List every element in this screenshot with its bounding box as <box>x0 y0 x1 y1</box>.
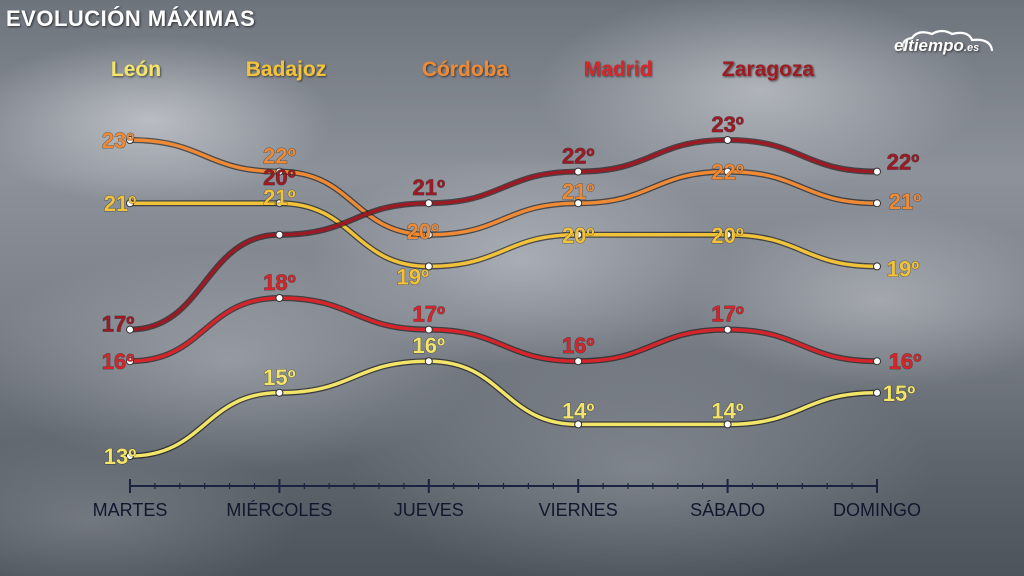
data-label-cordoba: 23º <box>102 128 135 153</box>
x-tick-label: SÁBADO <box>690 500 765 520</box>
data-label-cordoba: 21º <box>562 179 595 204</box>
series-line-cordoba <box>128 138 879 237</box>
data-label-zaragoza: 20º <box>263 165 296 190</box>
data-label-madrid: 16º <box>102 349 135 374</box>
data-point-cordoba <box>424 230 433 239</box>
series-line-badajoz <box>128 201 879 269</box>
series-line-shadow-badajoz <box>127 200 880 270</box>
legend-entry-zaragoza: Zaragoza <box>722 58 815 81</box>
data-label-cordoba: 22º <box>263 144 296 169</box>
chart-title: EVOLUCIÓN MÁXIMAS <box>6 6 256 31</box>
data-point-zaragoza <box>275 230 284 239</box>
data-point-zaragoza <box>574 167 583 176</box>
legend-entry-cordoba: Córdoba <box>422 58 509 81</box>
x-tick-label: MARTES <box>93 500 168 520</box>
data-label-leon: 16º <box>413 333 446 358</box>
series-line-shadow-madrid <box>127 294 880 365</box>
brand-logo: eltiempo.es <box>890 28 1006 62</box>
x-tick-label: DOMINGO <box>833 500 921 520</box>
data-labels: 13º 15º 16º 14º 14º 15º 21º 21º 19º 20º 20º 19º 23º 2… <box>101 112 922 470</box>
data-label-leon: 13º <box>104 444 137 469</box>
data-point-cordoba <box>275 167 284 176</box>
data-label-badajoz: 19º <box>887 256 920 281</box>
data-label-cordoba: 20º <box>407 219 440 244</box>
data-label-cordoba: 22º <box>711 160 744 185</box>
legend-entry-leon: León <box>111 58 161 81</box>
data-label-zaragoza: 22º <box>562 144 595 169</box>
x-tick-label: MIÉRCOLES <box>226 500 332 520</box>
data-label-badajoz: 21º <box>104 191 137 216</box>
logo-name: eltiempo <box>894 36 964 55</box>
data-label-madrid: 17º <box>413 302 446 327</box>
data-label-badajoz: 21º <box>263 185 296 210</box>
x-axis: MARTES MIÉRCOLES JUEVES VIERNES SÁBADO DOMING… <box>93 479 921 520</box>
data-point-leon <box>126 452 134 460</box>
x-tick-label: JUEVES <box>394 500 464 520</box>
data-label-badajoz: 19º <box>397 264 430 289</box>
data-point-leon <box>424 357 433 366</box>
data-point-cordoba <box>126 136 134 144</box>
logo-text: eltiempo.es <box>894 36 979 56</box>
data-point-leon <box>275 388 284 397</box>
data-point-zaragoza <box>126 325 134 334</box>
legend-entry-badajoz: Badajoz <box>246 58 327 81</box>
data-point-badajoz <box>574 230 583 239</box>
data-label-madrid: 16º <box>562 333 595 358</box>
data-point-zaragoza <box>723 136 732 144</box>
data-point-leon <box>574 420 583 429</box>
legend: León Badajoz Córdoba Madrid Zaragoza <box>111 58 814 81</box>
data-label-badajoz: 20º <box>711 223 744 248</box>
series-line-zaragoza <box>128 138 879 332</box>
data-point-cordoba <box>873 199 881 208</box>
series-lines <box>126 136 881 460</box>
logo-suffix: .es <box>963 42 980 54</box>
data-point-cordoba <box>723 167 732 176</box>
data-label-madrid: 17º <box>711 302 744 327</box>
data-label-madrid: 18º <box>263 270 296 295</box>
data-point-badajoz <box>873 262 881 271</box>
data-point-cordoba <box>574 199 583 208</box>
data-label-leon: 14º <box>562 398 595 423</box>
series-line-leon <box>128 359 879 458</box>
data-point-madrid <box>424 325 433 334</box>
data-point-badajoz <box>723 230 732 239</box>
data-point-badajoz <box>424 262 433 271</box>
data-point-leon <box>873 388 881 397</box>
data-label-zaragoza: 21º <box>413 175 446 200</box>
data-label-zaragoza: 17º <box>102 312 135 337</box>
data-point-madrid <box>275 294 284 302</box>
data-point-madrid <box>574 357 583 366</box>
data-label-zaragoza: 22º <box>887 150 920 175</box>
data-point-badajoz <box>126 199 134 208</box>
data-point-leon <box>723 420 732 429</box>
series-line-madrid <box>128 296 879 363</box>
data-label-zaragoza: 23º <box>711 112 744 137</box>
data-label-leon: 15º <box>263 365 296 390</box>
data-point-madrid <box>126 357 134 366</box>
data-point-madrid <box>873 357 881 366</box>
data-point-zaragoza <box>424 199 433 208</box>
data-label-leon: 14º <box>711 398 744 423</box>
cloud-logo-icon <box>901 29 994 52</box>
x-tick-label: VIERNES <box>539 500 618 520</box>
data-label-badajoz: 20º <box>562 223 595 248</box>
data-label-cordoba: 21º <box>889 189 922 214</box>
data-label-madrid: 16º <box>889 349 922 374</box>
data-label-leon: 15º <box>883 381 916 406</box>
data-point-zaragoza <box>873 167 881 176</box>
data-point-madrid <box>723 325 732 334</box>
legend-entry-madrid: Madrid <box>584 58 653 81</box>
data-point-badajoz <box>275 199 284 208</box>
series-line-shadow-leon <box>127 358 880 459</box>
